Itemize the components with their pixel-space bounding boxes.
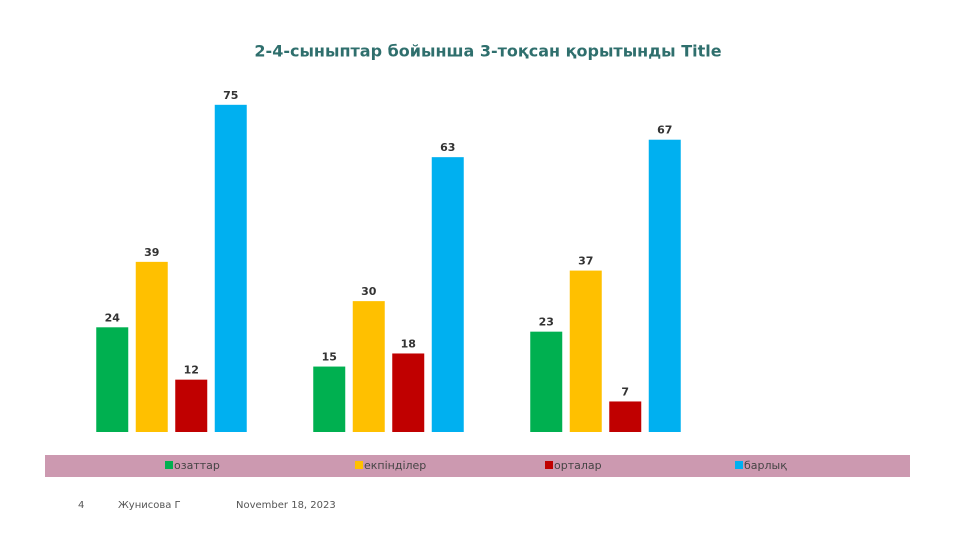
bar [313,366,346,432]
bar [569,270,602,432]
legend-swatch [355,461,363,469]
value-label: 24 [105,311,121,324]
date: November 18, 2023 [236,500,336,511]
chart-title: 2-4-сыныптар бойынша 3-тоқсан қорытынды … [254,42,721,61]
legend-swatch [165,461,173,469]
bar [648,139,681,432]
bar [96,327,129,432]
value-label: 23 [539,316,554,329]
legend-label: озаттар [174,459,220,472]
bar [175,379,208,432]
bar [392,353,425,432]
legend-swatch [735,461,743,469]
bar [530,331,563,432]
value-label: 18 [401,337,416,350]
value-label: 75 [223,89,238,102]
value-label: 7 [621,385,629,398]
value-label: 63 [440,141,455,154]
value-label: 15 [322,351,337,364]
legend-label: екпінділер [364,459,426,472]
value-label: 67 [657,124,672,137]
legend-band [45,455,910,477]
value-label: 12 [184,364,199,377]
legend-swatch [545,461,553,469]
bar [214,104,247,432]
bar [609,401,642,432]
legend-label: орталар [554,459,602,472]
author: Жунисова Г [118,500,181,511]
page-number: 4 [78,500,85,511]
value-label: 39 [144,246,159,259]
bar [352,301,385,432]
bar [135,261,168,432]
legend-label: барлық [744,459,787,472]
value-label: 30 [361,285,377,298]
bar [431,157,464,432]
value-label: 37 [578,255,593,268]
